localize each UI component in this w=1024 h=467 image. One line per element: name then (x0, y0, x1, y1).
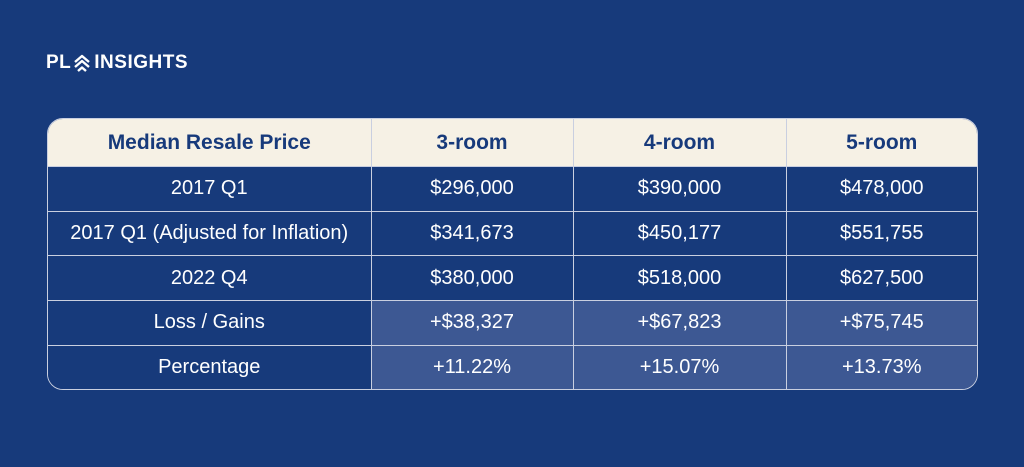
table-cell: $518,000 (573, 255, 787, 301)
row-label: 2017 Q1 (48, 166, 372, 212)
table-row: 2017 Q1 (Adjusted for Inflation) $341,673… (48, 210, 977, 256)
table-row: 2022 Q4 $380,000 $518,000 $627,500 (48, 255, 977, 301)
table-cell: $341,673 (371, 210, 574, 256)
column-header: Median Resale Price (48, 119, 372, 167)
table-cell: +$67,823 (573, 299, 787, 346)
table-cell: $450,177 (573, 210, 787, 256)
table-cell: +$38,327 (371, 299, 574, 346)
table-cell: $551,755 (786, 210, 977, 256)
table-row: Percentage +11.22% +15.07% +13.73% (48, 344, 977, 389)
table-cell: +15.07% (573, 344, 787, 389)
table-row: Loss / Gains +$38,327 +$67,823 +$75,745 (48, 299, 977, 346)
table-cell: $296,000 (371, 166, 574, 212)
table-cell: +11.22% (371, 344, 574, 389)
table-cell: $627,500 (786, 255, 977, 301)
table-cell: $478,000 (786, 166, 977, 212)
table-cell: $390,000 (573, 166, 787, 212)
table-header-row: Median Resale Price 3-room 4-room 5-room (48, 119, 977, 167)
row-label: 2017 Q1 (Adjusted for Inflation) (48, 210, 372, 256)
house-roof-icon (74, 54, 91, 72)
column-header: 5-room (786, 119, 977, 167)
column-header: 3-room (371, 119, 574, 167)
brand-name-right: INSIGHTS (94, 52, 189, 73)
row-label: Loss / Gains (48, 299, 372, 346)
resale-price-table: Median Resale Price 3-room 4-room 5-room 20… (47, 118, 978, 390)
column-header: 4-room (573, 119, 787, 167)
row-label: Percentage (48, 344, 372, 389)
table-cell: +$75,745 (786, 299, 977, 346)
table-row: 2017 Q1 $296,000 $390,000 $478,000 (48, 166, 977, 212)
row-label: 2022 Q4 (48, 255, 372, 301)
table-cell: $380,000 (371, 255, 574, 301)
table-cell: +13.73% (786, 344, 977, 389)
brand-logo: PL INSIGHTS (46, 52, 188, 74)
brand-name-left: PL (46, 52, 72, 73)
